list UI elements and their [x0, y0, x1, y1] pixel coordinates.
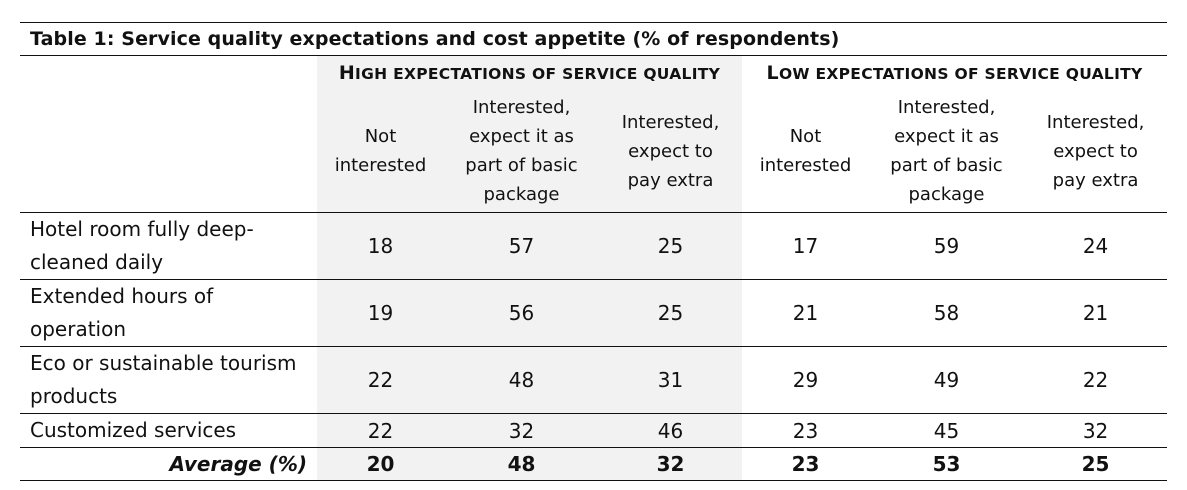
- table-cell: 48: [444, 346, 599, 414]
- table-cell: 19: [317, 279, 444, 347]
- row-label: Hotel room fully deep-cleaned daily: [20, 212, 317, 280]
- subheader-low-pay-extra: Interested, expect to pay extra: [1024, 90, 1168, 213]
- group-header-low: LOW EXPECTATIONS OF SERVICE QUALITY: [742, 56, 1167, 91]
- average-cell: 48: [444, 447, 599, 481]
- subheader-high-not-interested: Not interested: [317, 90, 444, 213]
- table-container: Table 1: Service quality expectations an…: [20, 22, 1168, 481]
- table-title: Table 1: Service quality expectations an…: [20, 22, 1168, 56]
- table-cell: 22: [1024, 346, 1168, 414]
- average-label: Average (%): [20, 447, 317, 481]
- group-high-initial: H: [338, 62, 356, 84]
- table-cell: 24: [1024, 212, 1168, 280]
- average-cell: 20: [317, 447, 444, 481]
- average-cell: 23: [742, 447, 869, 481]
- table-cell: 17: [742, 212, 869, 280]
- table-row: Eco or sustainable tourism products 22 48…: [20, 346, 1168, 414]
- average-cell: 25: [1024, 447, 1168, 481]
- empty-corner-sub: [20, 90, 317, 213]
- table-cell: 22: [317, 346, 444, 414]
- subheader-low-basic-package: Interested, expect it as part of basic pack…: [869, 90, 1024, 213]
- table-cell: 32: [444, 413, 599, 448]
- group-high-rest: IGH EXPECTATIONS OF SERVICE QUALITY: [355, 65, 721, 83]
- table-cell: 32: [1024, 413, 1168, 448]
- table-cell: 25: [599, 279, 742, 347]
- table-cell: 31: [599, 346, 742, 414]
- subheader-high-basic-package: Interested, expect it as part of basic pack…: [444, 90, 599, 213]
- table-row: Extended hours of operation 19 56 25 21 5…: [20, 279, 1168, 347]
- average-row: Average (%) 20 48 32 23 53 25: [20, 447, 1168, 481]
- table-row: Customized services 22 32 46 23 45 32: [20, 413, 1168, 448]
- table-cell: 57: [444, 212, 599, 280]
- group-header-high: HIGH EXPECTATIONS OF SERVICE QUALITY: [317, 55, 742, 90]
- table-row: Hotel room fully deep-cleaned daily 18 5…: [20, 212, 1168, 280]
- table-cell: 45: [869, 413, 1024, 448]
- group-low-rest: OW EXPECTATIONS OF SERVICE QUALITY: [778, 65, 1143, 83]
- average-cell: 53: [869, 447, 1024, 481]
- empty-corner: [20, 56, 317, 91]
- service-quality-table: Table 1: Service quality expectations an…: [20, 22, 1168, 481]
- row-label: Customized services: [20, 413, 317, 448]
- subheader-high-pay-extra: Interested, expect to pay extra: [599, 90, 742, 213]
- table-cell: 23: [742, 413, 869, 448]
- table-cell: 18: [317, 212, 444, 280]
- table-cell: 22: [317, 413, 444, 448]
- table-cell: 46: [599, 413, 742, 448]
- table-cell: 56: [444, 279, 599, 347]
- group-low-initial: L: [766, 62, 779, 84]
- row-label: Extended hours of operation: [20, 279, 317, 347]
- group-header-row: HIGH EXPECTATIONS OF SERVICE QUALITY LOW…: [20, 55, 1167, 91]
- table-cell: 49: [869, 346, 1024, 414]
- average-cell: 32: [599, 447, 742, 481]
- subheader-low-not-interested: Not interested: [742, 90, 869, 213]
- table-cell: 29: [742, 346, 869, 414]
- subheader-row: Not interested Interested, expect it as par…: [20, 90, 1168, 213]
- table-cell: 25: [599, 212, 742, 280]
- row-label: Eco or sustainable tourism products: [20, 346, 317, 414]
- table-cell: 58: [869, 279, 1024, 347]
- table-cell: 21: [742, 279, 869, 347]
- table-cell: 59: [869, 212, 1024, 280]
- title-row: Table 1: Service quality expectations an…: [20, 22, 1168, 56]
- table-cell: 21: [1024, 279, 1168, 347]
